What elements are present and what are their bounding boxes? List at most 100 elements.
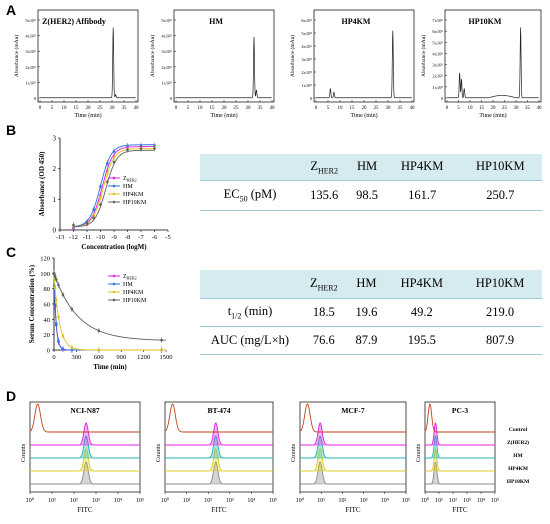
chromatogram-0-xtick-label: 35	[122, 106, 128, 111]
chromatogram-3-xlabel: Time (min)	[479, 112, 506, 119]
binding-xtick-label: -5	[165, 234, 170, 241]
ec50-header-z: ZHER2	[300, 154, 349, 180]
chromatogram-3-ytick-label: 6x10⁵	[432, 29, 443, 34]
pk-row-thalf-label: t1/2 (min)	[200, 297, 300, 326]
chromatogram-3-xtick-label: 15	[479, 106, 485, 111]
flow-1-xtick-label: 10²	[204, 498, 212, 504]
chromatogram-2-xtick-label: 15	[350, 106, 356, 111]
flow-0-xlabel: FITC	[77, 506, 93, 514]
flow-1-xtick-label: 10⁰	[161, 497, 170, 504]
chromatogram-3-xtick-label: 10	[468, 106, 474, 111]
chromatogram-2-ylabel: Absorbance (mAu)	[289, 35, 296, 77]
binding-point	[112, 150, 116, 153]
pk-ytick-label: 20	[44, 332, 51, 339]
ec50-table: ZHER2 HM HP4KM HP10KM EC50 (pM) 135.6 98…	[200, 154, 542, 211]
chromatogram-0-xtick-label: 0	[39, 106, 42, 111]
pk-header-hm: HM	[347, 270, 386, 298]
pk-xtick-label: 1500	[160, 354, 173, 361]
chromatogram-1-xtick-label: 5	[187, 106, 190, 111]
chromatogram-2-ytick-label: 4x10⁵	[301, 44, 312, 49]
pk-xtick-label: 300	[72, 354, 82, 361]
pk-legend-label: HM	[123, 282, 133, 288]
chromatogram-0-title: Z(HER2) Affibody	[42, 17, 106, 26]
binding-point	[112, 160, 116, 164]
ec50-header-hp10km: HP10KM	[458, 154, 542, 180]
binding-ytick-label: 2	[53, 165, 57, 173]
pk-curve-hp4km	[53, 273, 166, 351]
binding-legend-marker	[112, 184, 116, 188]
binding-ytick-label: 0	[53, 227, 57, 235]
chromatogram-3-xtick-label: 35	[525, 106, 531, 111]
pk-thalf-hp10km: 219.0	[458, 297, 542, 326]
binding-point	[85, 221, 89, 225]
pk-auc-hp10km: 807.9	[458, 325, 542, 355]
pk-point	[54, 298, 58, 302]
pk-xtick-label: 1200	[137, 354, 150, 361]
flow-2-xtick-label: 10⁵	[402, 498, 410, 504]
binding-point	[105, 180, 109, 184]
pk-auc-z: 76.6	[300, 325, 348, 355]
flow-1-histogram-1	[165, 422, 273, 446]
flow-2-histogram-2	[300, 435, 406, 459]
flow-0-histogram-0	[29, 403, 140, 433]
flow-3-ylabel: Counts	[415, 443, 422, 462]
chromatogram-2-ytick-label: 6x10⁵	[301, 18, 312, 23]
pk-ytick-label: 40	[44, 317, 51, 324]
flow-1-frame	[164, 401, 274, 493]
pk-legend-marker	[112, 290, 116, 294]
binding-xtick-label: -6	[152, 234, 158, 241]
chromatogram-0-ytick-label: 0	[34, 96, 37, 101]
chromatogram-2-xtick-label: 25	[374, 106, 380, 111]
flow-0-title: NCI-N87	[70, 406, 99, 415]
pk-thalf-hm: 19.6	[347, 297, 386, 326]
pk-point	[61, 334, 65, 338]
chromatogram-3-ytick-label: 2x10⁵	[432, 74, 443, 79]
binding-point	[92, 216, 96, 220]
chromatogram-3-xtick-label: 25	[502, 106, 508, 111]
chromatogram-2-xtick-label: 20	[362, 106, 368, 111]
chromatogram-1-xtick-label: 40	[270, 106, 276, 111]
flow-3-xlabel: FITC	[452, 506, 468, 514]
flow-0-xtick-label: 10¹	[48, 498, 56, 504]
binding-ytick-label: 1	[53, 196, 57, 204]
binding-point	[105, 172, 109, 175]
pk-legend-marker	[112, 298, 116, 302]
chromatogram-0-xlabel: Time (min)	[74, 112, 101, 119]
chromatogram-2-xtick-label: 0	[315, 106, 318, 111]
chromatogram-0-ytick-label: 1x10⁵	[25, 80, 36, 85]
binding-xtick-label: -13	[56, 234, 65, 241]
chromatogram-2-xtick-label: 10	[338, 106, 344, 111]
flow-0-xtick-label: 10²	[70, 498, 78, 504]
chromatogram-1-xtick-label: 10	[198, 106, 204, 111]
pk-xtick-label: 600	[94, 354, 104, 361]
flow-1-xtick-label: 10⁵	[269, 498, 277, 504]
pk-ytick-label: 80	[44, 286, 51, 293]
chromatogram-2-xlabel: Time (min)	[350, 112, 377, 119]
chromatogram-0-xtick-label: 5	[51, 106, 54, 111]
binding-legend-marker	[112, 176, 116, 180]
ec50-table-corner	[200, 154, 300, 180]
chromatogram-0-trace	[40, 27, 136, 99]
flow-2-xtick-label: 10¹	[317, 498, 325, 504]
flow-legend-label: Control	[509, 427, 528, 433]
binding-point	[126, 148, 129, 152]
flow-2-xtick-label: 10⁴	[381, 498, 389, 504]
ec50-header-hp4km: HP4KM	[385, 154, 459, 180]
flow-2-xtick-label: 10³	[360, 498, 368, 504]
binding-xtick-label: -8	[125, 234, 130, 241]
flow-2-xtick-label: 10⁰	[296, 497, 305, 504]
chromatogram-0-ytick-label: 4x10⁵	[25, 34, 36, 39]
pk-point	[97, 329, 101, 332]
flow-3-xtick-label: 10²	[449, 498, 457, 504]
flow-1-xlabel: FITC	[211, 506, 227, 514]
flow-3-xtick-label: 10³	[463, 498, 471, 504]
binding-point	[139, 147, 143, 150]
pk-point	[70, 346, 74, 349]
chromatogram-0-ytick-label: 3x10⁵	[25, 49, 36, 54]
pk-legend-marker	[112, 274, 116, 278]
flow-0-frame	[29, 401, 141, 493]
chromatogram-2-xtick-label: 5	[327, 106, 330, 111]
binding-point	[105, 162, 109, 165]
flow-1-histogram-0	[164, 403, 273, 433]
flow-2-histogram-3	[300, 448, 406, 472]
